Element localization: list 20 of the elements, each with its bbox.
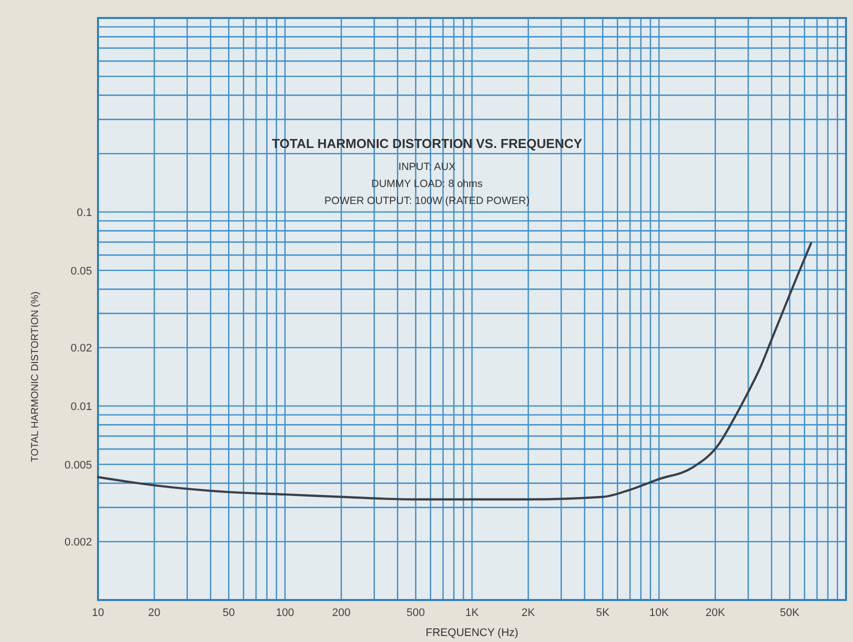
y-tick-label: 0.005 bbox=[64, 459, 92, 472]
x-tick-label: 20K bbox=[706, 607, 726, 619]
x-tick-label: 10 bbox=[92, 607, 104, 619]
y-tick-label: 0.05 bbox=[70, 265, 92, 278]
y-axis-title: TOTAL HARMONIC DISTORTION (%) bbox=[30, 292, 41, 462]
x-tick-label: 10K bbox=[649, 607, 670, 619]
x-tick-label: 200 bbox=[332, 607, 350, 619]
x-tick-label: 1K bbox=[465, 607, 480, 619]
y-tick-label: 0.1 bbox=[76, 207, 92, 219]
x-tick-label: 20 bbox=[148, 607, 160, 619]
x-tick-label: 50K bbox=[780, 607, 800, 619]
x-tick-label: 50 bbox=[222, 607, 235, 619]
x-tick-label: 5K bbox=[596, 607, 610, 619]
x-tick-label: 100 bbox=[276, 607, 294, 619]
x-axis-title: FREQUENCY (Hz) bbox=[426, 627, 518, 639]
y-tick-label: 0.002 bbox=[64, 536, 92, 549]
y-tick-label: 0.01 bbox=[70, 401, 92, 413]
x-tick-label: 500 bbox=[406, 607, 425, 619]
x-tick-label: 2K bbox=[522, 607, 536, 619]
y-tick-label: 0.02 bbox=[70, 342, 92, 355]
